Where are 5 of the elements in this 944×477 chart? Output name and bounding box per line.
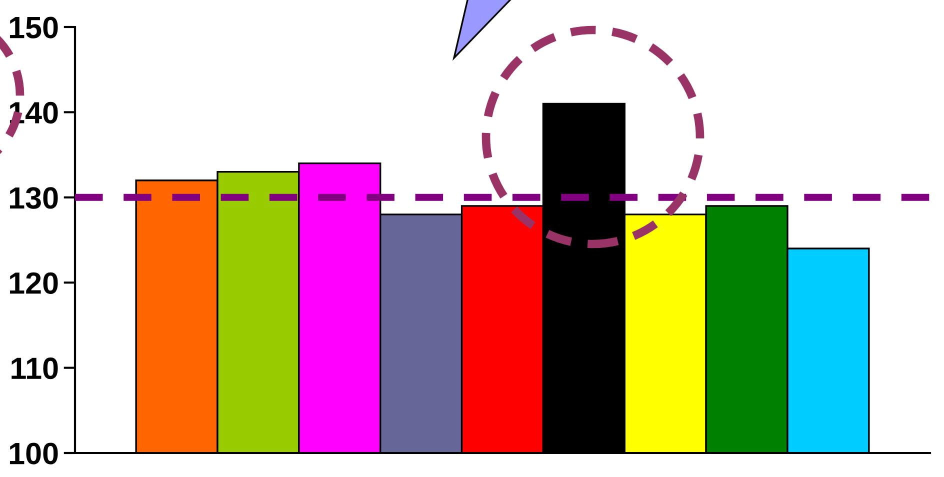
y-tick-label: 110: [12, 358, 58, 380]
y-tick-label: 150: [10, 16, 58, 38]
y-tick-label: 130: [10, 187, 58, 209]
y-tick-label: 120: [10, 272, 58, 294]
y-tick-label: 100: [10, 442, 58, 464]
